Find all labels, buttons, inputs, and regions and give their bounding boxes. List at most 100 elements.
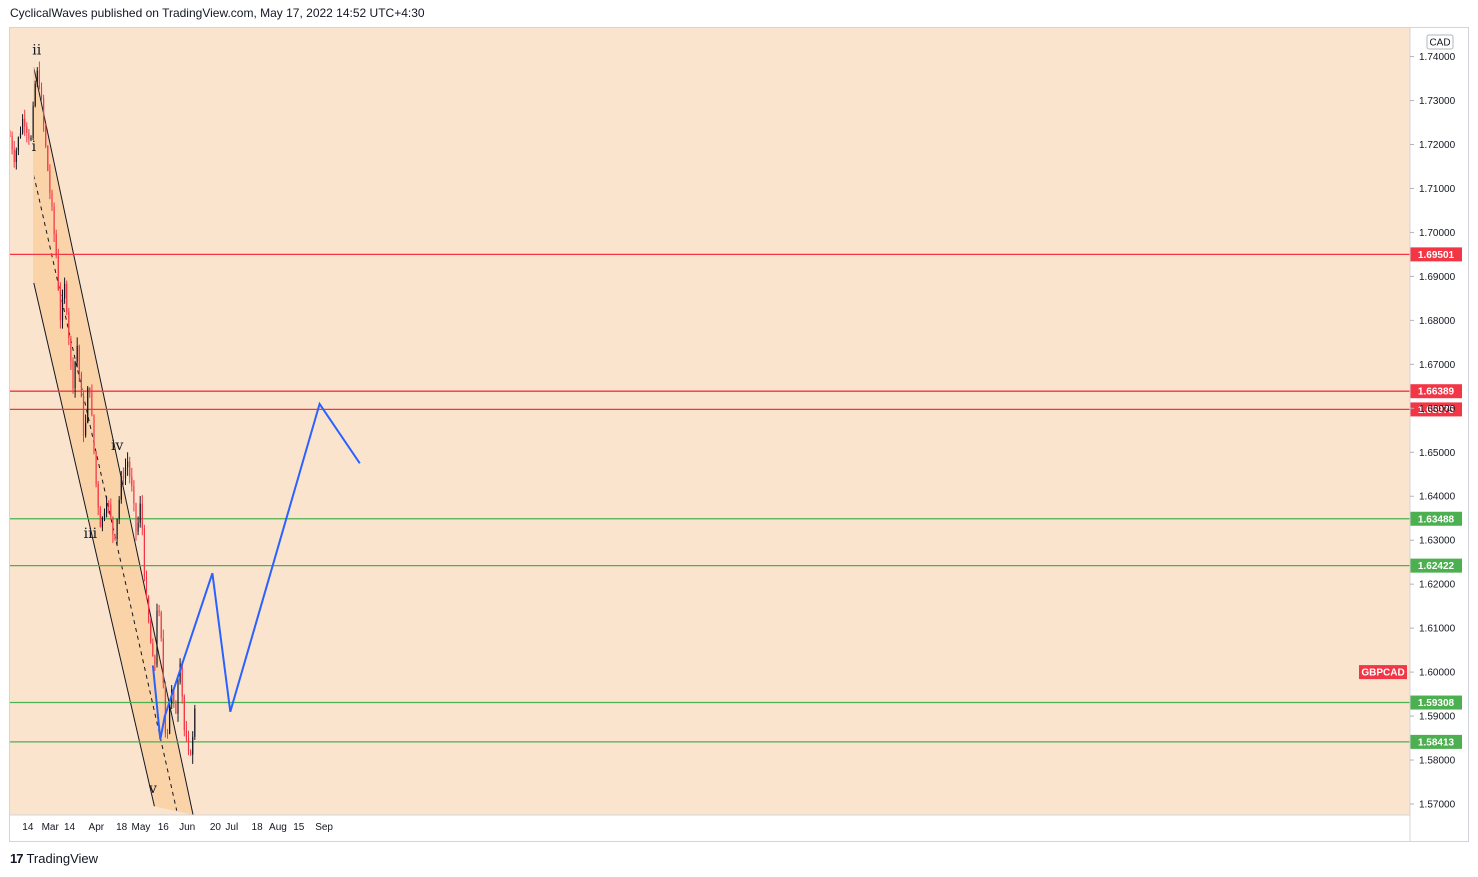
- candle: [141, 495, 143, 536]
- channel-lower-line: [33, 282, 155, 807]
- x-tick-label: Mar: [42, 822, 60, 833]
- candle: [150, 618, 152, 644]
- candle-body: [24, 118, 26, 127]
- x-tick-label: Jun: [179, 822, 195, 833]
- candle-body: [110, 504, 112, 518]
- level-tag-label-1: 1.66389: [1418, 387, 1455, 398]
- candle-body: [82, 397, 85, 436]
- level-tag-label-0: 1.69501: [1418, 250, 1455, 261]
- tradingview-brand[interactable]: 17 TradingView: [10, 851, 98, 866]
- candle-body: [133, 486, 135, 504]
- candle: [53, 202, 55, 243]
- candle: [103, 508, 106, 522]
- x-tick-label: May: [132, 822, 151, 833]
- candle-body: [68, 311, 70, 339]
- x-tick-label: 14: [22, 822, 34, 833]
- y-tick-label: 1.61000: [1419, 624, 1456, 635]
- candle: [76, 337, 78, 368]
- candle: [13, 140, 15, 168]
- candle-body: [32, 105, 34, 138]
- y-tick-label: 1.64000: [1419, 492, 1456, 503]
- x-tick-label: 18: [252, 822, 264, 833]
- candle: [106, 496, 108, 518]
- candle: [91, 384, 93, 417]
- candle-body: [152, 643, 154, 657]
- candle: [131, 467, 133, 492]
- candle-body: [118, 499, 120, 519]
- candle-body: [154, 656, 156, 665]
- candle: [152, 638, 154, 657]
- candle: [11, 131, 13, 155]
- candle-body: [124, 467, 127, 479]
- candle: [51, 189, 53, 212]
- candle-body: [66, 283, 68, 312]
- candle-body: [116, 518, 118, 540]
- candle: [36, 67, 38, 88]
- wave-label-ii: ii: [32, 42, 41, 58]
- candle: [85, 414, 87, 438]
- y-tick-label: 1.60000: [1419, 668, 1456, 679]
- candle-body: [47, 145, 49, 171]
- candle: [145, 570, 148, 599]
- candle: [34, 80, 36, 108]
- level-tag-3: [1410, 511, 1462, 526]
- candle-body: [175, 703, 177, 714]
- candle: [114, 533, 116, 541]
- candle-body: [55, 233, 57, 256]
- candle: [93, 414, 95, 455]
- candle-body: [76, 345, 78, 362]
- candle-body: [108, 503, 110, 505]
- candle: [17, 136, 19, 156]
- candle-body: [13, 149, 15, 162]
- brand-label: TradingView: [26, 851, 99, 866]
- candle-body: [148, 596, 150, 622]
- candle-body: [43, 98, 45, 125]
- level-tag-0: [1410, 247, 1462, 262]
- candle-body: [64, 283, 66, 299]
- candle: [59, 282, 61, 329]
- candle-body: [156, 610, 158, 665]
- candle-body: [145, 576, 148, 597]
- candle: [80, 371, 82, 398]
- candle-body: [120, 476, 122, 500]
- candle: [101, 516, 103, 532]
- candle: [95, 450, 97, 488]
- candle-body: [40, 87, 43, 99]
- candle-body: [49, 170, 51, 193]
- candle-body: [106, 503, 108, 514]
- candle: [108, 500, 110, 514]
- candle: [127, 452, 129, 476]
- candle-body: [38, 70, 40, 88]
- candle-body: [103, 513, 106, 518]
- candle-body: [129, 461, 131, 477]
- candle: [78, 344, 80, 382]
- candle: [68, 307, 70, 346]
- candle: [19, 126, 22, 139]
- candle: [57, 248, 59, 291]
- y-tick-label: 1.68000: [1419, 316, 1456, 327]
- candle: [82, 390, 85, 443]
- candle: [164, 681, 166, 738]
- candle: [181, 661, 183, 704]
- candle: [118, 496, 120, 525]
- y-tick-label: 1.74000: [1419, 52, 1456, 63]
- candle: [66, 280, 68, 316]
- candle-body: [22, 118, 24, 133]
- candle: [30, 135, 32, 142]
- candle-body: [89, 387, 91, 393]
- candle-body: [166, 732, 169, 734]
- candle: [158, 604, 160, 617]
- candle-body: [59, 289, 61, 321]
- x-tick-label: 15: [293, 822, 305, 833]
- candle-body: [190, 751, 192, 755]
- level-tag-label-2: 1.65975: [1418, 405, 1455, 416]
- x-tick-label: Apr: [89, 822, 105, 833]
- candle-body: [93, 414, 95, 452]
- symbol-tag: [1359, 665, 1407, 680]
- wave-label-i: i: [32, 139, 37, 155]
- candle: [192, 731, 194, 764]
- candle: [64, 277, 66, 304]
- candle: [112, 516, 114, 543]
- y-tick-label: 1.71000: [1419, 184, 1456, 195]
